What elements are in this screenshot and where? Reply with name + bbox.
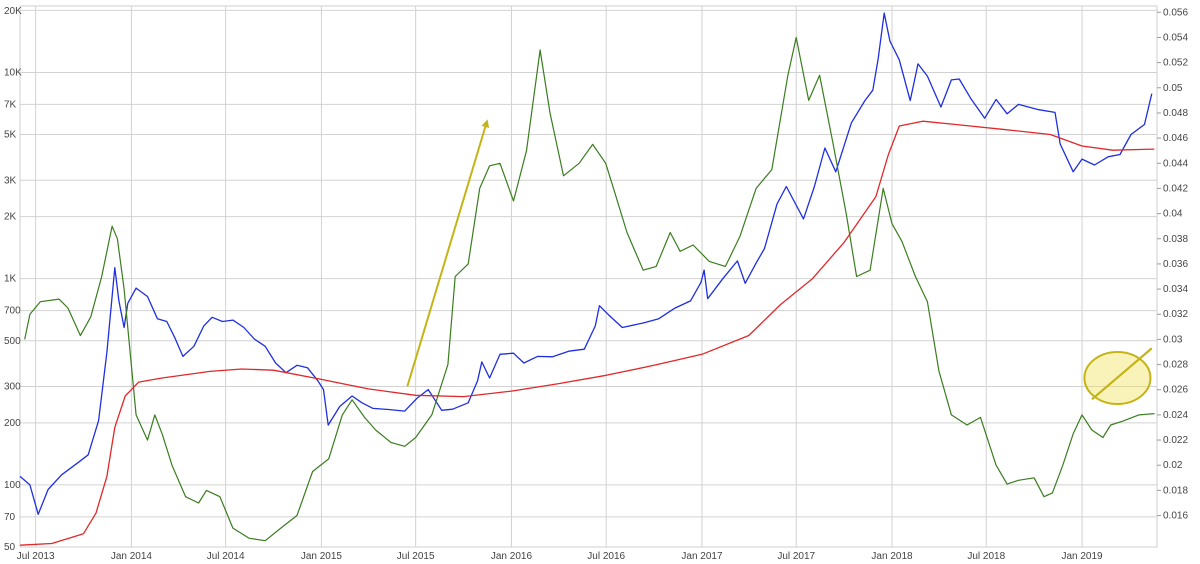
x-axis-tick-label: Jan 2014 xyxy=(111,551,153,562)
left-axis-tick-label: 70 xyxy=(4,512,16,523)
right-axis-tick-label: 0.03 xyxy=(1163,334,1183,345)
left-axis-tick-label: 10K xyxy=(4,67,22,78)
price-series-line xyxy=(19,12,1153,515)
right-axis-tick-label: 0.032 xyxy=(1163,309,1188,320)
average-series-line xyxy=(19,120,1155,546)
x-axis-tick-label: Jan 2015 xyxy=(301,551,343,562)
left-axis-tick-label: 500 xyxy=(4,336,21,347)
right-axis-tick-label: 0.034 xyxy=(1163,284,1188,295)
right-axis-tick-label: 0.036 xyxy=(1163,259,1188,270)
left-axis-tick-label: 200 xyxy=(4,418,21,429)
x-axis-tick-label: Jan 2019 xyxy=(1061,551,1103,562)
x-axis-tick-label: Jul 2015 xyxy=(397,551,435,562)
left-axis-tick-label: 1K xyxy=(4,274,17,285)
right-axis-tick-label: 0.026 xyxy=(1163,385,1188,396)
right-axis-tick-label: 0.042 xyxy=(1163,183,1188,194)
right-axis-tick-label: 0.018 xyxy=(1163,485,1188,496)
x-axis-tick-label: Jul 2013 xyxy=(17,551,55,562)
left-axis-tick-label: 20K xyxy=(4,6,22,17)
trend-arrow xyxy=(406,119,490,387)
right-axis-tick-labels: 0.016 0.018 0.02 0.022 0.024 0.026 0.028 0.03 0.… xyxy=(1163,7,1188,521)
right-axis-tick-label: 0.048 xyxy=(1163,108,1188,119)
series-lines xyxy=(19,12,1155,546)
left-axis-tick-label: 7K xyxy=(4,99,17,110)
right-axis-tick-label: 0.056 xyxy=(1163,7,1188,18)
annotations xyxy=(406,119,1153,405)
right-axis-tick-label: 0.024 xyxy=(1163,410,1188,421)
right-axis-tick-label: 0.05 xyxy=(1163,83,1183,94)
left-axis-tick-label: 50 xyxy=(4,542,16,553)
right-axis-tick-label: 0.044 xyxy=(1163,158,1188,169)
left-axis-tick-label: 2K xyxy=(4,212,17,223)
left-axis-tick-labels: 50 70 100 200 300 500 700 1K 2K 3K 5K 7K 10K 20K xyxy=(4,6,22,553)
left-axis-tick-label: 300 xyxy=(4,382,21,393)
x-axis-tick-label: Jul 2018 xyxy=(967,551,1005,562)
x-axis-tick-label: Jul 2017 xyxy=(777,551,815,562)
right-axis-tick-label: 0.054 xyxy=(1163,32,1188,43)
right-axis-tick-label: 0.02 xyxy=(1163,460,1183,471)
x-axis-tick-label: Jul 2014 xyxy=(207,551,245,562)
right-axis-tick-label: 0.038 xyxy=(1163,234,1188,245)
right-axis-tick-label: 0.04 xyxy=(1163,209,1183,220)
x-axis-tick-label: Jul 2016 xyxy=(587,551,625,562)
left-axis-tick-label: 3K xyxy=(4,175,17,186)
right-axis-tick-label: 0.022 xyxy=(1163,435,1188,446)
right-axis-tick-label: 0.052 xyxy=(1163,58,1188,69)
x-axis-tick-labels: Jul 2013 Jan 2014 Jul 2014 Jan 2015 Jul 2015… xyxy=(17,551,1103,562)
ratio-series-line xyxy=(24,36,1155,542)
right-axis-tick-label: 0.016 xyxy=(1163,511,1188,522)
right-axis-tick-label: 0.028 xyxy=(1163,360,1188,371)
grid-lines xyxy=(19,5,1161,548)
highlight-trend-line xyxy=(1091,347,1153,401)
left-axis-tick-label: 700 xyxy=(4,306,21,317)
right-axis-tick-label: 0.046 xyxy=(1163,133,1188,144)
x-axis-tick-label: Jan 2017 xyxy=(681,551,723,562)
left-axis-tick-label: 100 xyxy=(4,480,21,491)
left-axis-tick-label: 5K xyxy=(4,130,17,141)
x-axis-tick-label: Jan 2016 xyxy=(491,551,533,562)
x-axis-tick-label: Jan 2018 xyxy=(871,551,913,562)
